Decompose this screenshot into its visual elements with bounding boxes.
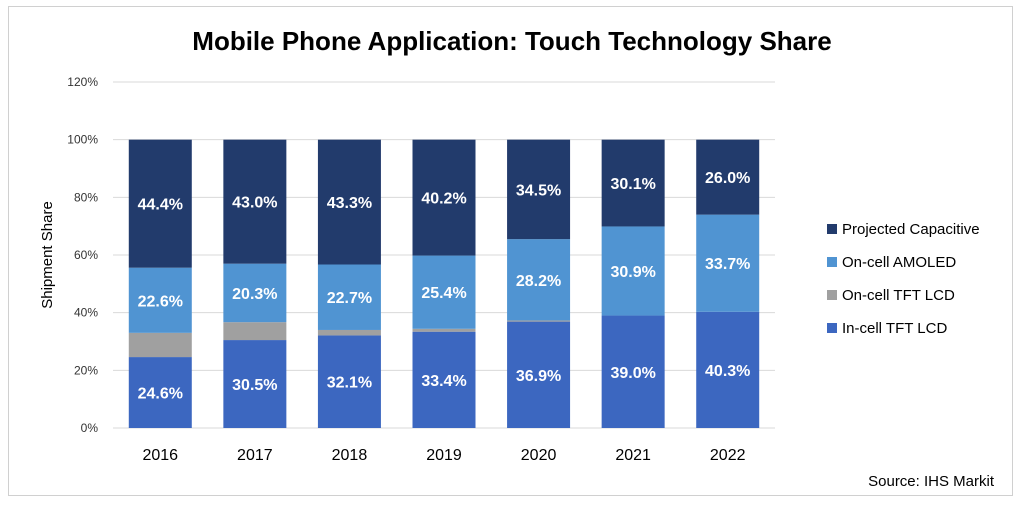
- data-label: 28.2%: [516, 273, 561, 290]
- data-label: 33.4%: [421, 373, 466, 390]
- chart-frame: [8, 6, 1013, 496]
- data-label: 25.4%: [421, 285, 466, 302]
- x-tick-label: 2019: [426, 447, 462, 464]
- bar-segment: [317, 335, 381, 428]
- bar-segment: [317, 264, 381, 330]
- y-tick-label: 120%: [67, 75, 98, 89]
- bar-segment: [128, 267, 192, 333]
- x-tick-label: 2022: [710, 447, 746, 464]
- data-label: 30.5%: [232, 377, 277, 394]
- y-tick-label: 0%: [81, 421, 99, 435]
- bar-segment: [601, 315, 665, 428]
- data-label: 39.0%: [610, 365, 655, 382]
- bar-segment: [412, 139, 476, 256]
- data-label: 22.6%: [138, 293, 183, 310]
- bar-segment: [507, 321, 571, 428]
- y-tick-label: 100%: [67, 133, 98, 147]
- bar-segment: [128, 139, 192, 268]
- data-label: 40.2%: [421, 191, 466, 208]
- bar-segment: [128, 332, 192, 358]
- y-tick-label: 80%: [74, 190, 98, 204]
- bar-segment: [223, 322, 287, 341]
- bar-segment: [696, 139, 760, 215]
- source-note: Source: IHS Markit: [868, 473, 995, 490]
- x-tick-label: 2021: [615, 447, 651, 464]
- chart-title: Mobile Phone Application: Touch Technolo…: [192, 26, 831, 56]
- data-label: 30.9%: [610, 264, 655, 281]
- bar-segment: [223, 139, 287, 264]
- data-label: 44.4%: [138, 197, 183, 214]
- bar-segment: [507, 320, 571, 322]
- bar-segment: [601, 139, 665, 227]
- data-label: 26.0%: [705, 170, 750, 187]
- data-label: 43.0%: [232, 195, 277, 212]
- bar-segment: [223, 263, 287, 323]
- x-tick-label: 2020: [521, 447, 557, 464]
- x-tick-label: 2016: [142, 447, 178, 464]
- y-axis-label: Shipment Share: [39, 201, 56, 309]
- bar-segment: [696, 311, 760, 428]
- bar-segment: [223, 340, 287, 428]
- legend-item: In-cell TFT LCD: [842, 320, 947, 337]
- bar-segment: [507, 239, 571, 321]
- y-tick-label: 40%: [74, 306, 98, 320]
- bar-segment: [601, 226, 665, 316]
- bar-segment: [128, 357, 192, 428]
- legend-item: Projected Capacitive: [842, 221, 980, 238]
- data-label: 33.7%: [705, 256, 750, 273]
- bar-segment: [317, 139, 381, 265]
- x-tick-label: 2017: [237, 447, 273, 464]
- data-label: 30.1%: [610, 176, 655, 193]
- bar-segment: [412, 331, 476, 428]
- legend-swatch: [827, 224, 837, 234]
- y-tick-label: 20%: [74, 363, 98, 377]
- data-label: 24.6%: [138, 386, 183, 403]
- bar-segment: [412, 328, 476, 332]
- bar-segment: [507, 139, 571, 240]
- data-label: 22.7%: [327, 290, 372, 307]
- legend-item: On-cell TFT LCD: [842, 287, 955, 304]
- data-label: 40.3%: [705, 363, 750, 380]
- bar-segment: [317, 329, 381, 336]
- legend-swatch: [827, 323, 837, 333]
- data-label: 34.5%: [516, 182, 561, 199]
- bar-segment: [696, 214, 760, 312]
- legend-item: On-cell AMOLED: [842, 254, 956, 271]
- legend-swatch: [827, 257, 837, 267]
- legend-swatch: [827, 290, 837, 300]
- x-tick-label: 2018: [332, 447, 368, 464]
- data-label: 20.3%: [232, 286, 277, 303]
- data-label: 43.3%: [327, 195, 372, 212]
- y-tick-label: 60%: [74, 248, 98, 262]
- data-label: 36.9%: [516, 368, 561, 385]
- data-label: 32.1%: [327, 375, 372, 392]
- bar-segment: [412, 255, 476, 329]
